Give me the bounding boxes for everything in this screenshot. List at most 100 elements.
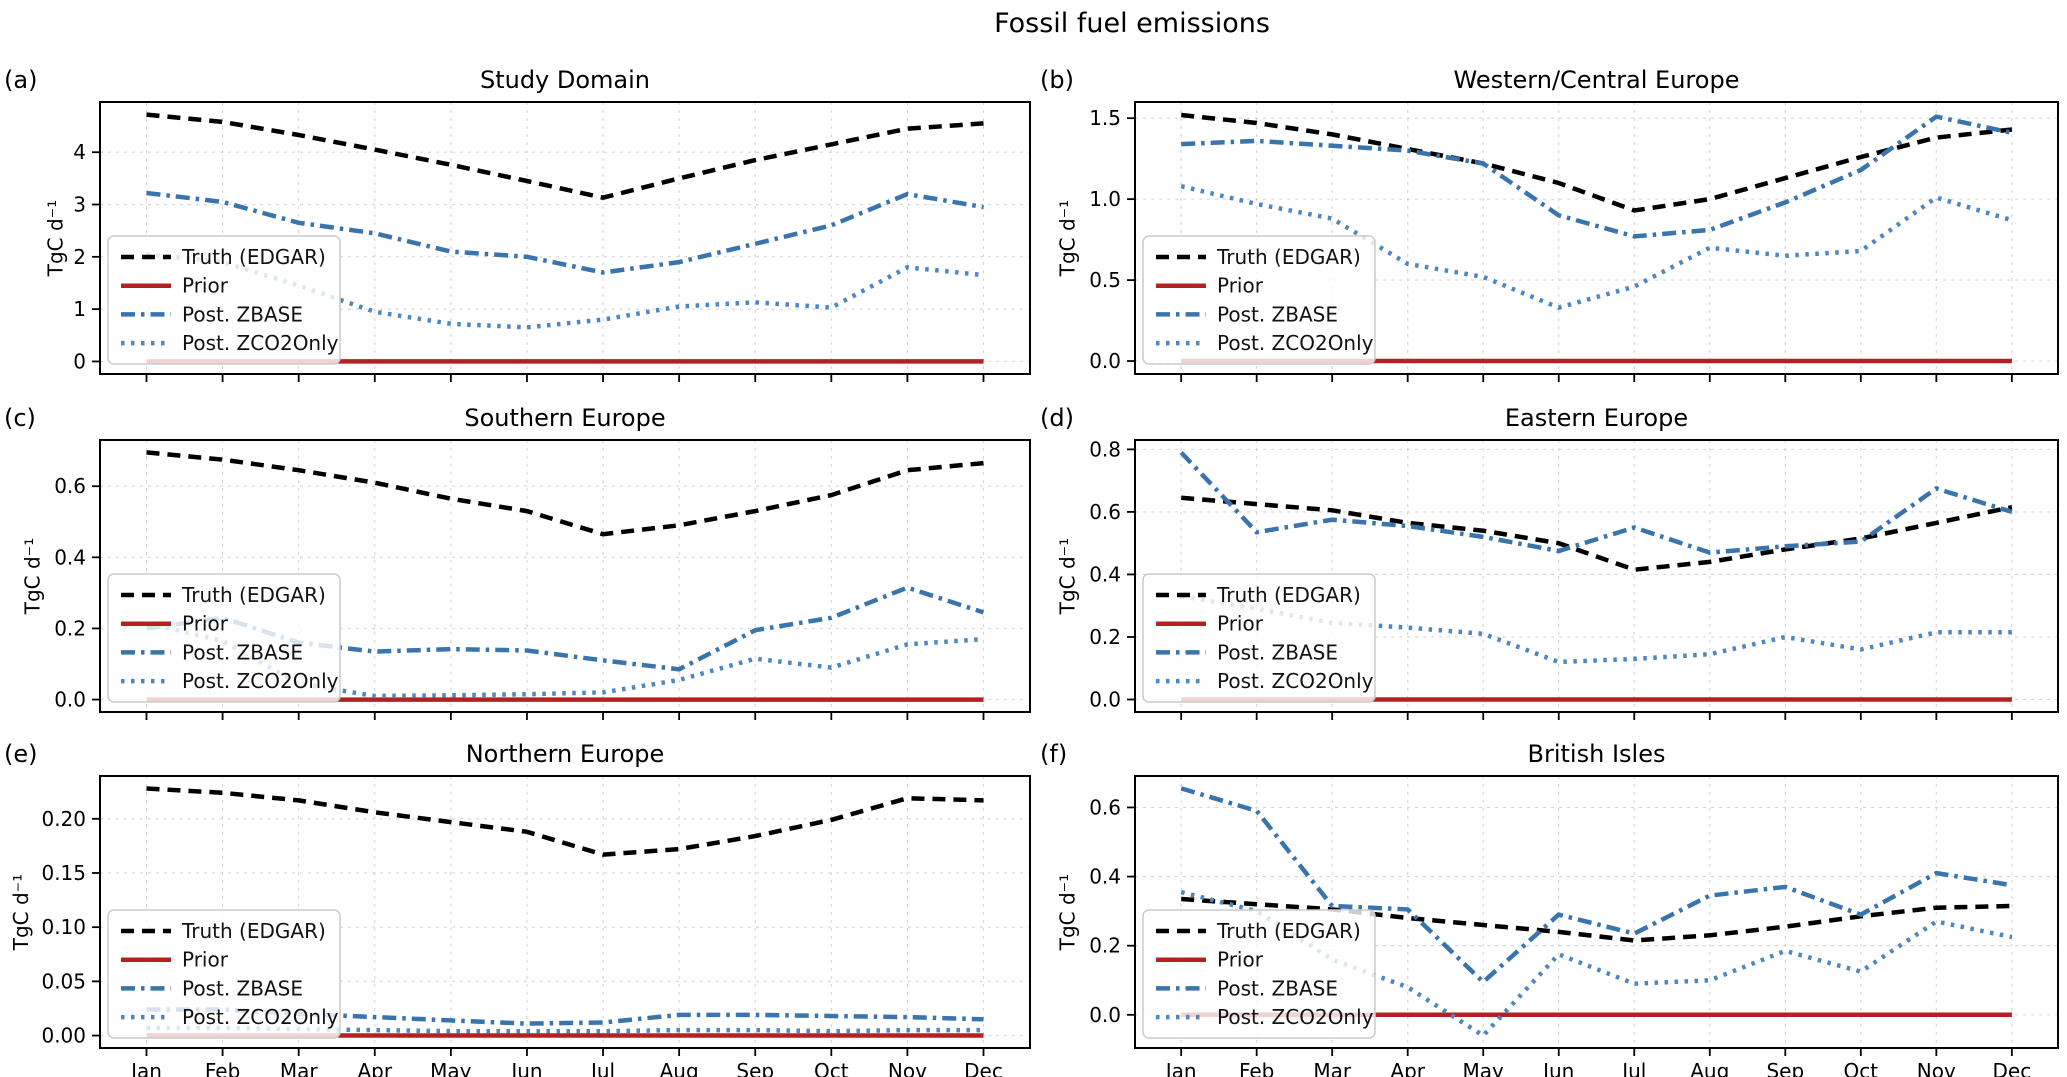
x-tick-label: Oct (1844, 1059, 1879, 1077)
legend-label: Post. ZCO2Only (182, 669, 339, 693)
y-tick-label: 1 (73, 297, 86, 321)
panel-label: (a) (4, 66, 37, 94)
x-tick-label: Jan (1164, 1059, 1197, 1077)
y-tick-label: 0.6 (1089, 795, 1121, 819)
y-tick-label: 0.6 (54, 474, 86, 498)
legend-label: Post. ZBASE (182, 976, 303, 1000)
panel-title: British Isles (1528, 740, 1666, 768)
legend-label: Prior (182, 612, 229, 636)
x-tick-label: Dec (1992, 1059, 2031, 1077)
legend-label: Post. ZBASE (1217, 302, 1338, 326)
panel-d: Truth (EDGAR) Prior Post. ZBASE Post. ZCO2O… (1040, 404, 2059, 720)
axes-frame (1134, 439, 2059, 713)
y-tick-label: 0.8 (1089, 437, 1121, 461)
series-zbase-line (1181, 114, 2013, 239)
x-tick-label: Aug (660, 1059, 699, 1077)
y-tick-label: 0.4 (1089, 865, 1121, 889)
panel-title: Southern Europe (464, 404, 665, 432)
y-tick-label: 1.5 (1089, 106, 1121, 130)
y-tick-label: 0.0 (1089, 349, 1121, 373)
series-zbase-line (1180, 786, 2013, 986)
legend-label: Post. ZCO2Only (182, 1005, 339, 1029)
x-tick-label: Mar (280, 1059, 319, 1077)
legend-label: Truth (EDGAR) (181, 245, 326, 269)
y-axis-label: TgC d⁻¹ (44, 200, 68, 278)
x-tick-label: Aug (1690, 1059, 1729, 1077)
x-tick-label: Jul (1620, 1059, 1646, 1077)
panel-b: Truth (EDGAR) Prior Post. ZBASE Post. ZCO2O… (1040, 66, 2059, 382)
x-tick-label: Feb (1239, 1059, 1274, 1077)
y-axis-label: TgC d⁻¹ (1056, 538, 1080, 616)
x-tick-label: Dec (964, 1059, 1003, 1077)
x-tick-label: May (1463, 1059, 1505, 1077)
x-tick-label: Nov (1917, 1059, 1956, 1077)
legend-label: Prior (1217, 274, 1264, 298)
legend: Truth (EDGAR) Prior Post. ZBASE Post. ZCO2O… (1142, 573, 1376, 703)
panel-label: (d) (1040, 404, 1074, 432)
axes-frame (99, 439, 1031, 713)
x-tick-label: May (430, 1059, 472, 1077)
y-tick-label: 0.4 (1089, 562, 1121, 586)
legend-label: Prior (182, 274, 229, 298)
series-truth-line (146, 450, 984, 537)
y-axis-label: TgC d⁻¹ (1056, 200, 1080, 278)
axes-frame (1134, 101, 2059, 375)
panel-label: (f) (1040, 740, 1067, 768)
axes-frame (99, 101, 1031, 375)
panel-label: (c) (4, 404, 36, 432)
series-zco2-line (1180, 184, 2013, 310)
legend: Truth (EDGAR) Prior Post. ZBASE Post. ZCO2O… (1142, 909, 1376, 1039)
legend: Truth (EDGAR) Prior Post. ZBASE Post. ZCO2O… (107, 573, 341, 703)
y-tick-label: 0 (73, 349, 86, 373)
y-axis-label: TgC d⁻¹ (1056, 874, 1080, 952)
legend-label: Truth (EDGAR) (181, 583, 326, 607)
y-tick-label: 2 (73, 245, 86, 269)
panel-c: Truth (EDGAR) Prior Post. ZBASE Post. ZCO2O… (4, 404, 1031, 720)
x-tick-label: Feb (205, 1059, 240, 1077)
series-truth-line (1181, 495, 2013, 572)
panel-title: Eastern Europe (1505, 404, 1688, 432)
legend-label: Prior (1217, 948, 1264, 972)
panel-f: Truth (EDGAR) Prior Post. ZBASE Post. ZCO2O… (1040, 740, 2059, 1077)
series-truth-line (1181, 896, 2012, 943)
legend: Truth (EDGAR) Prior Post. ZBASE Post. ZCO2O… (1142, 235, 1376, 365)
series-truth-line (146, 112, 984, 201)
y-tick-label: 0.6 (1089, 500, 1121, 524)
y-tick-label: 4 (73, 140, 86, 164)
y-tick-label: 0.0 (1089, 687, 1121, 711)
x-tick-label: Jul (589, 1059, 615, 1077)
x-tick-label: Oct (814, 1059, 849, 1077)
y-tick-label: 0.15 (41, 861, 86, 885)
panel-title: Study Domain (480, 66, 650, 94)
x-tick-label: Sep (736, 1059, 774, 1077)
y-tick-label: 0.0 (1089, 1003, 1121, 1027)
legend-label: Post. ZBASE (182, 640, 303, 664)
series-truth-line (1180, 112, 2013, 213)
legend-label: Truth (EDGAR) (181, 919, 326, 943)
y-tick-label: 3 (73, 193, 86, 217)
legend-label: Post. ZCO2Only (1217, 669, 1374, 693)
x-tick-label: Jun (509, 1059, 542, 1077)
series-zbase-line (1179, 450, 2013, 555)
panel-a: Truth (EDGAR) Prior Post. ZBASE Post. ZCO2O… (4, 66, 1031, 382)
series-zbase-line (146, 190, 984, 275)
legend-label: Post. ZCO2Only (1217, 1005, 1374, 1029)
y-tick-label: 0.20 (41, 807, 86, 831)
y-axis-label: TgC d⁻¹ (21, 538, 45, 616)
legend: Truth (EDGAR) Prior Post. ZBASE Post. ZCO2O… (107, 909, 341, 1039)
panel-label: (b) (1040, 66, 1074, 94)
panel-title: Western/Central Europe (1454, 66, 1740, 94)
x-tick-label: Sep (1766, 1059, 1804, 1077)
y-tick-label: 0.0 (54, 688, 86, 712)
y-tick-label: 0.10 (41, 915, 86, 939)
x-tick-label: Nov (888, 1059, 927, 1077)
x-tick-label: Jan (129, 1059, 162, 1077)
y-tick-label: 0.5 (1089, 268, 1121, 292)
y-tick-label: 0.00 (41, 1024, 86, 1048)
legend-label: Truth (EDGAR) (1216, 919, 1361, 943)
legend-label: Prior (1217, 612, 1264, 636)
legend-label: Post. ZBASE (182, 302, 303, 326)
y-tick-label: 0.2 (1089, 934, 1121, 958)
legend-label: Post. ZBASE (1217, 976, 1338, 1000)
